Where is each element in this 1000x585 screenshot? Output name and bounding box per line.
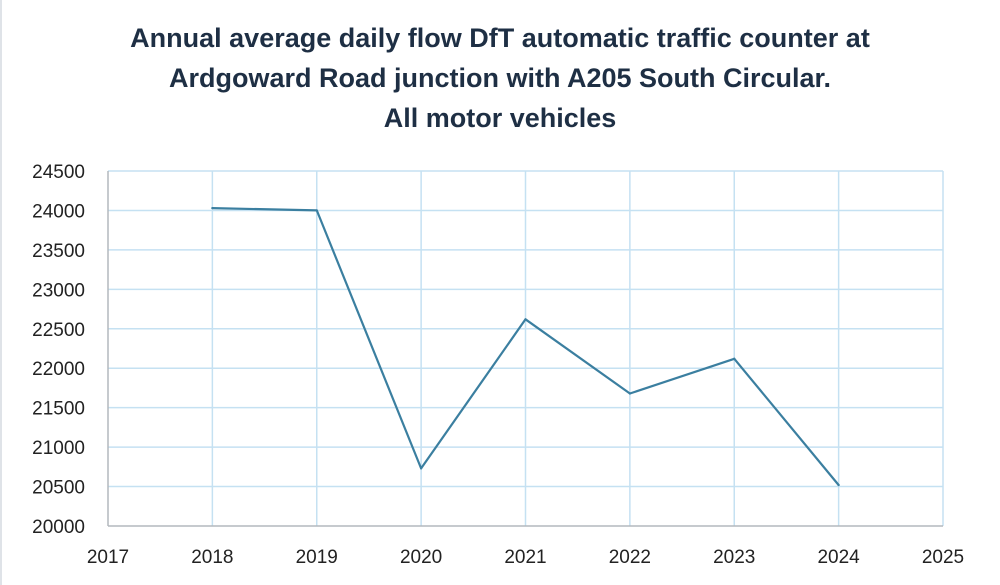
- data-point: [733, 357, 736, 360]
- data-point: [837, 483, 840, 487]
- y-tick-label: 20000: [32, 517, 85, 538]
- chart-title-line-1: Annual average daily flow DfT automatic …: [130, 23, 870, 53]
- data-point: [211, 206, 214, 210]
- x-tick-label: 2023: [713, 547, 755, 568]
- x-tick-label: 2021: [504, 547, 546, 568]
- chart-title: Annual average daily flow DfT automatic …: [0, 18, 1000, 138]
- y-tick-label: 21000: [32, 438, 85, 459]
- data-point: [524, 318, 527, 321]
- y-tick-labels: 24500 24000 23500 23000 22500 22000 21500 21000…: [32, 162, 85, 538]
- y-tick-label: 21500: [32, 399, 85, 420]
- x-tick-label: 2022: [609, 547, 651, 568]
- y-tick-label: 22000: [32, 359, 85, 380]
- y-tick-label: 20500: [32, 478, 85, 499]
- chart-title-line-3: All motor vehicles: [383, 103, 617, 133]
- x-tick-label: 2020: [400, 547, 442, 568]
- x-tick-label: 2024: [817, 547, 860, 568]
- y-tick-label: 23500: [32, 241, 85, 262]
- axes: [107, 171, 943, 527]
- window-edge-divider: [0, 0, 2, 585]
- x-tick-label: 2025: [922, 547, 964, 568]
- data-point: [628, 392, 631, 395]
- y-tick-label: 22500: [32, 320, 85, 341]
- x-tick-label: 2019: [296, 547, 338, 568]
- chart-title-line-2: Ardgoward Road junction with A205 South …: [168, 63, 832, 93]
- grid-lines: [108, 170, 944, 526]
- y-tick-label: 23000: [32, 280, 85, 301]
- y-tick-label: 24500: [32, 162, 85, 183]
- x-tick-labels: 2017 2018 2019 2020 2021 2022 2023 2024 2025: [87, 547, 964, 568]
- data-point: [420, 467, 423, 470]
- x-tick-label: 2018: [191, 547, 233, 568]
- series-layer: [211, 206, 840, 487]
- data-point: [315, 209, 318, 212]
- y-tick-label: 24000: [32, 201, 85, 222]
- x-tick-label: 2017: [87, 547, 129, 568]
